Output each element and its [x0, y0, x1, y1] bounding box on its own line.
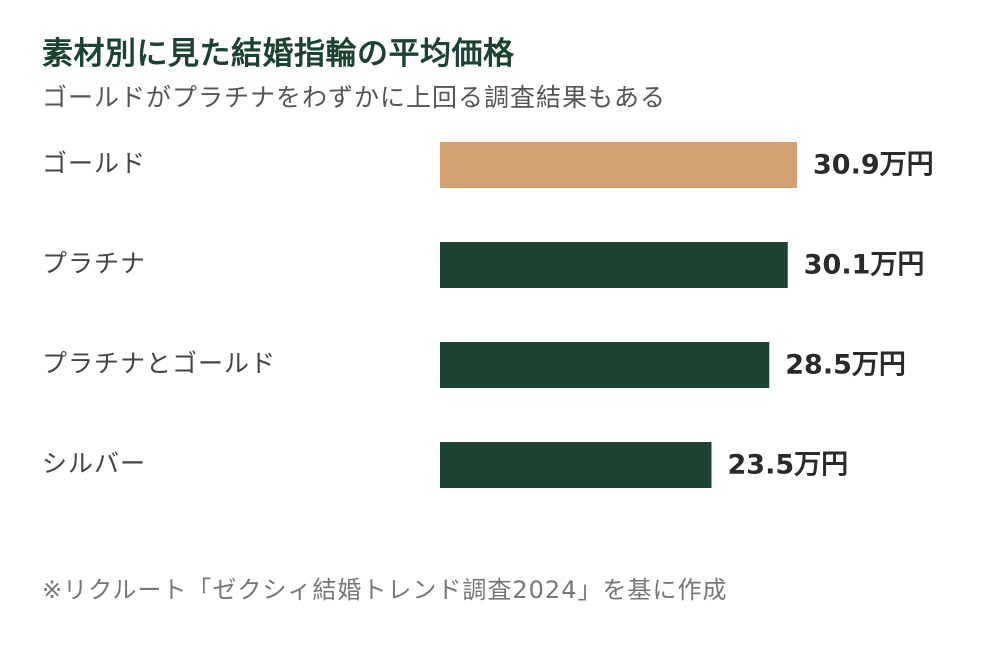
bar — [440, 142, 797, 188]
category-label: シルバー — [42, 449, 146, 478]
category-label: プラチナ — [42, 249, 146, 278]
category-label: ゴールド — [42, 149, 146, 178]
value-label: 30.1万円 — [804, 250, 925, 281]
bar — [440, 342, 770, 388]
value-label: 23.5万円 — [728, 450, 849, 481]
value-label: 28.5万円 — [785, 350, 906, 381]
bar — [440, 242, 788, 288]
chart-title: 素材別に見た結婚指輪の平均価格 — [42, 36, 515, 72]
source-note: ※リクルート「ゼクシィ結婚トレンド調査2024」を基に作成 — [42, 576, 728, 604]
category-label: プラチナとゴールド — [42, 349, 276, 378]
bar — [440, 442, 712, 488]
value-label: 30.9万円 — [813, 150, 934, 181]
chart-subtitle: ゴールドがプラチナをわずかに上回る調査結果もある — [42, 83, 667, 112]
